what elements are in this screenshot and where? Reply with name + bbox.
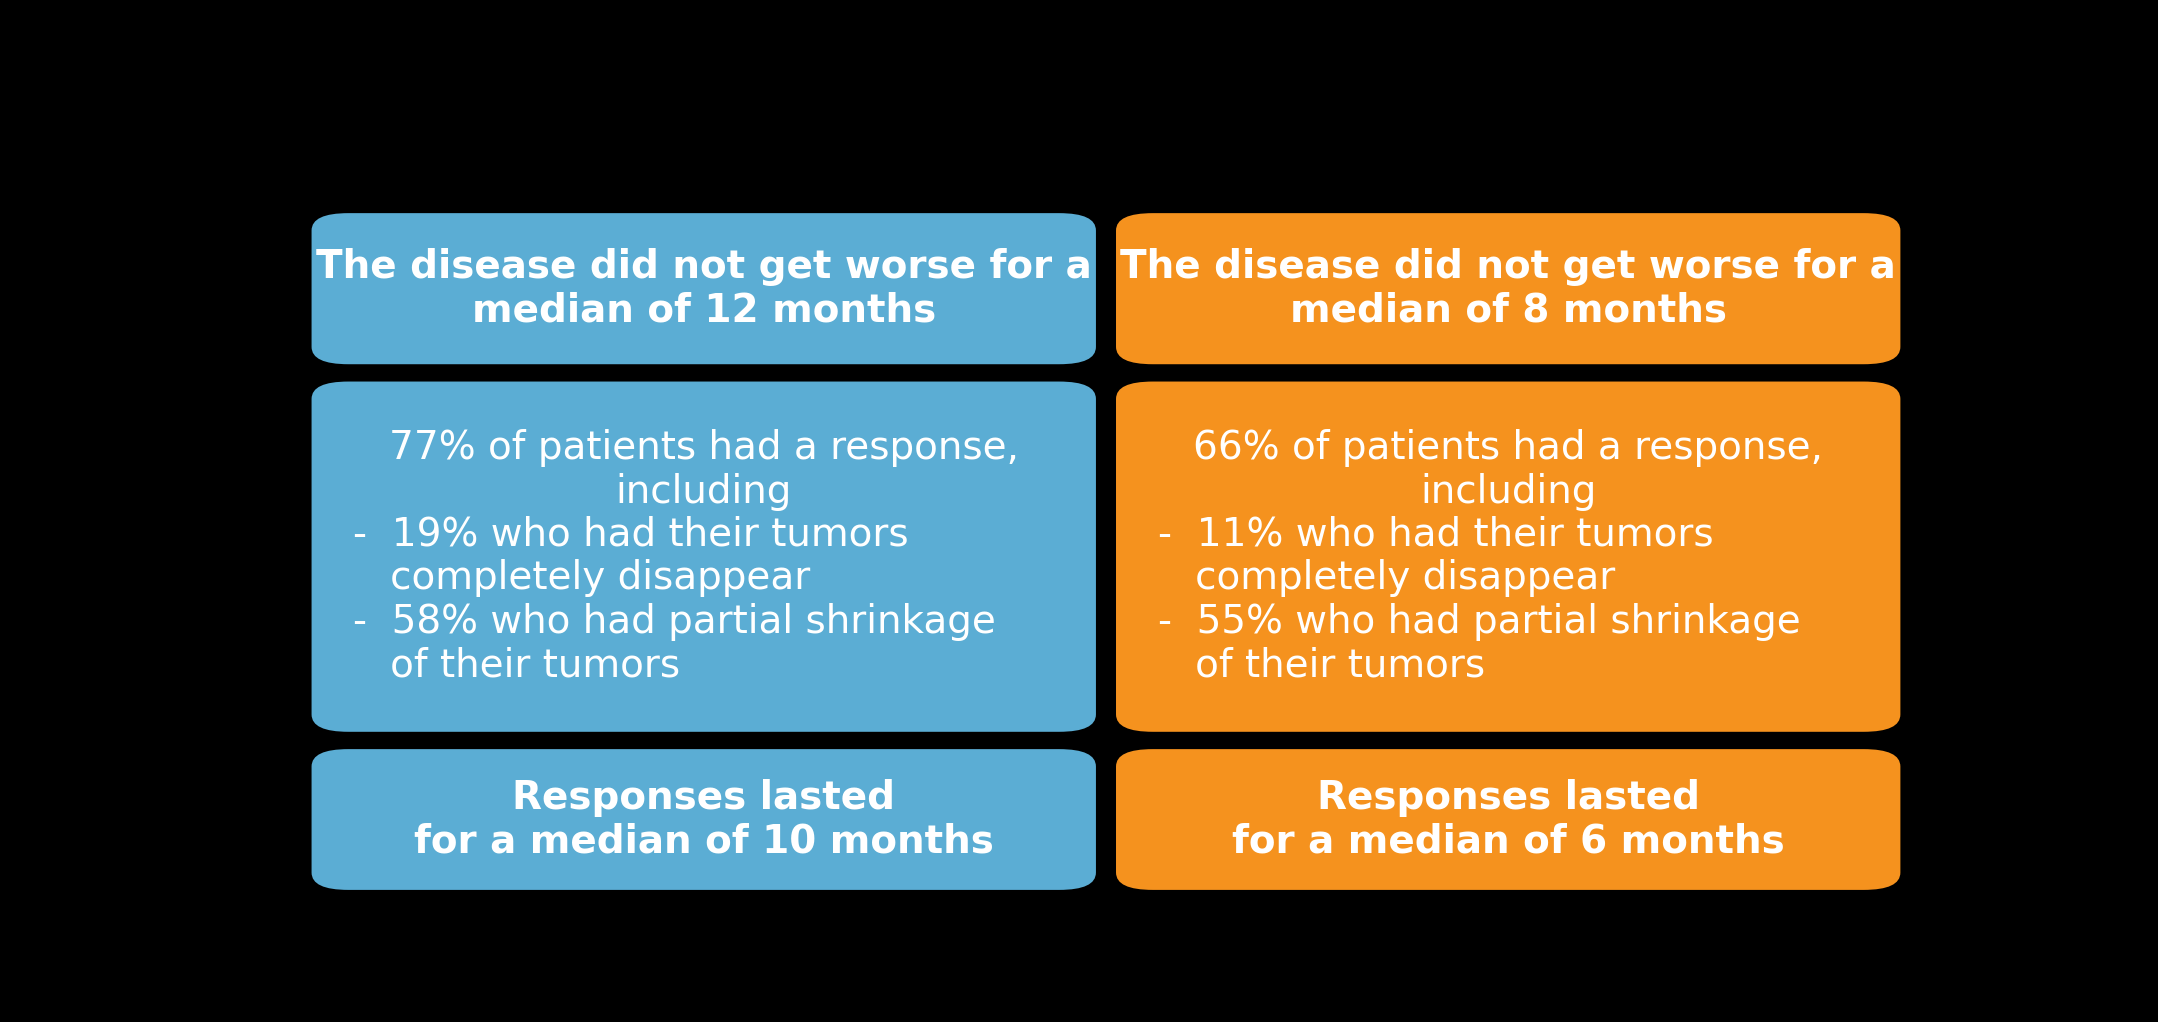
Text: The disease did not get worse for a: The disease did not get worse for a	[315, 248, 1092, 286]
Text: for a median of 6 months: for a median of 6 months	[1232, 823, 1785, 861]
Text: median of 12 months: median of 12 months	[473, 291, 937, 329]
Text: -  55% who had partial shrinkage: - 55% who had partial shrinkage	[1159, 603, 1800, 641]
FancyBboxPatch shape	[1116, 214, 1901, 364]
Text: completely disappear: completely disappear	[354, 559, 811, 598]
FancyBboxPatch shape	[311, 381, 1096, 732]
Text: The disease did not get worse for a: The disease did not get worse for a	[1120, 248, 1897, 286]
Text: -  11% who had their tumors: - 11% who had their tumors	[1159, 516, 1713, 554]
Text: for a median of 10 months: for a median of 10 months	[414, 823, 993, 861]
Text: of their tumors: of their tumors	[1159, 646, 1485, 684]
Text: including: including	[1420, 472, 1597, 511]
FancyBboxPatch shape	[311, 749, 1096, 890]
Text: Responses lasted: Responses lasted	[1316, 779, 1701, 817]
Text: completely disappear: completely disappear	[1159, 559, 1614, 598]
FancyBboxPatch shape	[311, 214, 1096, 364]
Text: Responses lasted: Responses lasted	[511, 779, 896, 817]
Text: -  19% who had their tumors: - 19% who had their tumors	[354, 516, 909, 554]
Text: 77% of patients had a response,: 77% of patients had a response,	[388, 429, 1019, 467]
Text: including: including	[615, 472, 792, 511]
FancyBboxPatch shape	[1116, 749, 1901, 890]
FancyBboxPatch shape	[1116, 381, 1901, 732]
Text: -  58% who had partial shrinkage: - 58% who had partial shrinkage	[354, 603, 997, 641]
Text: of their tumors: of their tumors	[354, 646, 680, 684]
Text: 66% of patients had a response,: 66% of patients had a response,	[1193, 429, 1824, 467]
Text: median of 8 months: median of 8 months	[1290, 291, 1726, 329]
